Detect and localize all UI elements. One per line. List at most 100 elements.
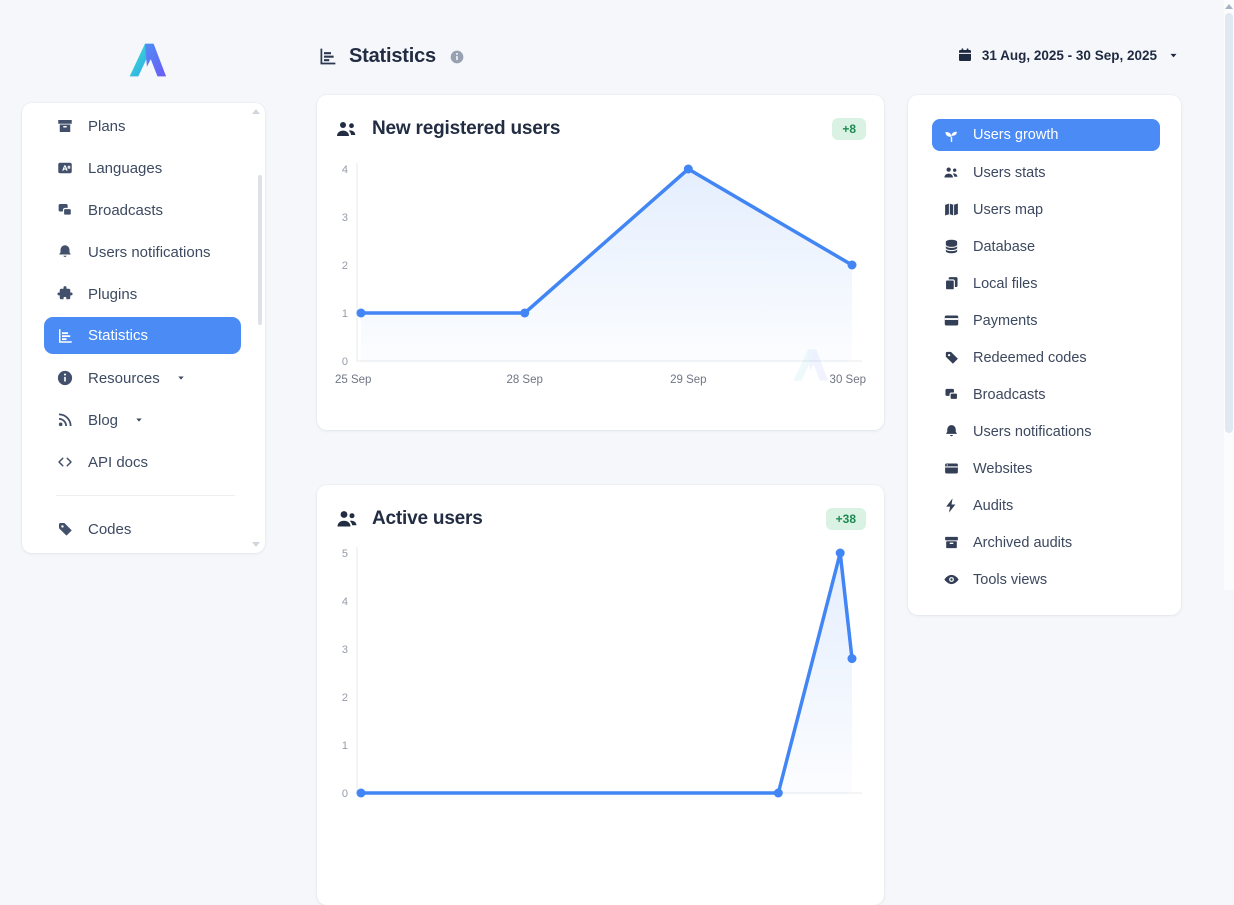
svg-text:4: 4 <box>342 596 348 608</box>
card-header: Active users +38 <box>335 503 866 535</box>
sidebar-item-plugins[interactable]: Plugins <box>44 273 241 315</box>
tab-audits[interactable]: Audits <box>932 487 1160 524</box>
tab-database[interactable]: Database <box>932 228 1160 265</box>
sidebar-item-plans[interactable]: Plans <box>44 105 241 147</box>
tab-label: Audits <box>973 497 1014 514</box>
card-title: Active users <box>372 508 483 529</box>
translate-icon <box>56 159 74 177</box>
tab-local-files[interactable]: Local files <box>932 265 1160 302</box>
tab-archived-audits[interactable]: Archived audits <box>932 524 1160 561</box>
page-scrollbar[interactable] <box>1224 0 1234 590</box>
svg-text:1: 1 <box>342 308 348 320</box>
bar-chart-icon <box>317 46 338 67</box>
database-icon <box>943 238 960 255</box>
app-logo[interactable] <box>122 38 168 84</box>
scroll-up-arrow[interactable] <box>1225 4 1233 9</box>
delta-badge: +38 <box>825 508 866 530</box>
sidebar-item-codes[interactable]: Codes <box>44 508 241 550</box>
tab-label: Database <box>973 238 1036 255</box>
delta-badge: +8 <box>832 118 866 140</box>
tab-label: Websites <box>973 460 1033 477</box>
tab-label: Broadcasts <box>973 386 1046 403</box>
users-pair-icon <box>335 507 359 531</box>
left-sidebar: Plans Languages Broadcasts Users notific… <box>22 103 265 553</box>
map-icon <box>943 201 960 218</box>
page-title: Statistics <box>349 45 436 67</box>
svg-text:25 Sep: 25 Sep <box>335 374 371 386</box>
code-icon <box>56 453 74 471</box>
files-icon <box>943 275 960 292</box>
chevron-down-icon <box>134 415 144 425</box>
svg-text:4: 4 <box>342 164 348 176</box>
info-icon[interactable] <box>449 49 465 65</box>
tab-users-growth[interactable]: Users growth <box>932 119 1160 151</box>
sidebar-item-label: Plans <box>88 117 126 135</box>
archive-icon <box>943 534 960 551</box>
active-users-card: Active users +38 0 1 2 3 4 5 <box>317 485 884 905</box>
sidebar-item-users-notifications[interactable]: Users notifications <box>44 231 241 273</box>
sidebar-item-label: Blog <box>88 411 119 429</box>
new-registered-users-chart[interactable]: 0 1 2 3 4 25 Sep 28 Sep 29 Sep 30 Sep <box>335 155 866 389</box>
chevron-down-icon <box>1168 50 1179 61</box>
tag-icon <box>943 349 960 366</box>
scrollbar-thumb[interactable] <box>1225 13 1233 433</box>
sidebar-item-languages[interactable]: Languages <box>44 147 241 189</box>
bar-chart-icon <box>56 327 74 345</box>
tab-broadcasts[interactable]: Broadcasts <box>932 376 1160 413</box>
sidebar-item-label: API docs <box>88 453 149 471</box>
tab-tools-views[interactable]: Tools views <box>932 561 1160 598</box>
plans-box-icon <box>56 117 74 135</box>
sidebar-item-label: Codes <box>88 520 132 538</box>
scroll-up-arrow[interactable] <box>252 109 260 114</box>
date-range-picker[interactable]: 31 Aug, 2025 - 30 Sep, 2025 <box>957 47 1179 63</box>
tab-label: Payments <box>973 312 1038 329</box>
broadcast-icon <box>943 386 960 403</box>
svg-text:1: 1 <box>342 740 348 752</box>
svg-text:29 Sep: 29 Sep <box>670 374 706 386</box>
tab-label: Redeemed codes <box>973 349 1087 366</box>
eye-icon <box>943 571 960 588</box>
right-sidebar: Users growth Users stats Users map Datab… <box>908 95 1181 615</box>
tab-users-map[interactable]: Users map <box>932 191 1160 228</box>
svg-text:30 Sep: 30 Sep <box>830 374 866 386</box>
sidebar-item-api-docs[interactable]: API docs <box>44 441 241 483</box>
tab-payments[interactable]: Payments <box>932 302 1160 339</box>
info-icon <box>56 369 74 387</box>
users-group-icon <box>335 117 359 141</box>
tab-label: Users notifications <box>973 423 1092 440</box>
active-users-chart[interactable]: 0 1 2 3 4 5 <box>335 545 866 821</box>
bell-icon <box>943 423 960 440</box>
chevron-down-icon <box>176 373 186 383</box>
svg-text:0: 0 <box>342 356 348 368</box>
sidebar-item-resources[interactable]: Resources <box>44 357 241 399</box>
logo-watermark-icon <box>786 344 830 388</box>
scroll-down-arrow[interactable] <box>252 542 260 547</box>
sidebar-item-label: Languages <box>88 159 163 177</box>
divider <box>56 495 235 496</box>
tab-users-stats[interactable]: Users stats <box>932 154 1160 191</box>
svg-text:5: 5 <box>342 548 348 560</box>
tab-users-notifications[interactable]: Users notifications <box>932 413 1160 450</box>
svg-text:2: 2 <box>342 260 348 272</box>
sidebar-item-blog[interactable]: Blog <box>44 399 241 441</box>
users-group-icon <box>943 164 960 181</box>
card-title: New registered users <box>372 118 561 139</box>
sidebar-item-label: Users notifications <box>88 243 211 261</box>
new-registered-users-card: New registered users +8 0 1 2 3 4 25 Sep 28 Se… <box>317 95 884 430</box>
tab-label: Local files <box>973 275 1038 292</box>
page-header: Statistics <box>317 45 465 68</box>
tab-redeemed-codes[interactable]: Redeemed codes <box>932 339 1160 376</box>
credit-card-icon <box>943 312 960 329</box>
sidebar-item-label: Resources <box>88 369 160 387</box>
sidebar-scrollbar-thumb[interactable] <box>258 175 262 325</box>
tab-label: Users stats <box>973 164 1046 181</box>
blog-icon <box>56 411 74 429</box>
sidebar-item-statistics[interactable]: Statistics <box>44 317 241 354</box>
svg-text:3: 3 <box>342 644 348 656</box>
sprout-icon <box>943 127 960 144</box>
tab-websites[interactable]: Websites <box>932 450 1160 487</box>
sidebar-item-broadcasts[interactable]: Broadcasts <box>44 189 241 231</box>
date-range-label: 31 Aug, 2025 - 30 Sep, 2025 <box>981 47 1157 63</box>
tab-label: Tools views <box>973 571 1048 588</box>
tag-icon <box>56 520 74 538</box>
